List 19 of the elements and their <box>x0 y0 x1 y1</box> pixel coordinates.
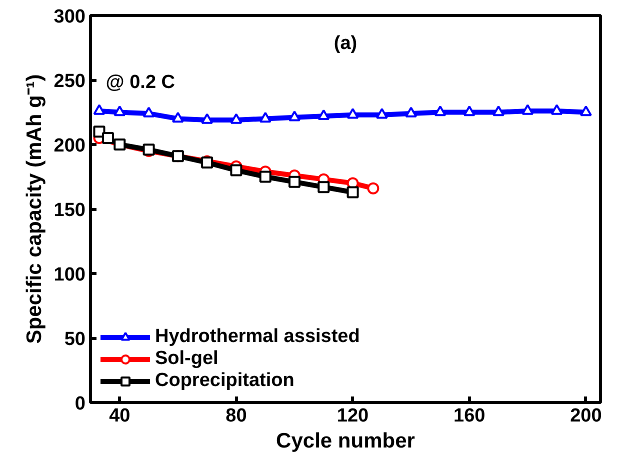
y-tick-label: 300 <box>54 6 86 28</box>
y-tick-label: 50 <box>64 329 86 350</box>
x-tick-label: 40 <box>109 406 130 426</box>
y-axis-title: Specific capacity (mAh g⁻¹) <box>22 74 46 344</box>
x-axis-title: Cycle number <box>276 430 415 452</box>
annotation: @ 0.2 C <box>106 72 176 93</box>
x-tick-label: 200 <box>570 406 602 426</box>
y-tick-label: 150 <box>54 200 86 221</box>
y-tick-label: 200 <box>54 136 86 156</box>
annotation: (a) <box>334 33 358 54</box>
legend-label: Hydrothermal assisted <box>155 326 360 348</box>
x-tick-label: 80 <box>226 406 247 426</box>
y-tick-label: 0 <box>74 394 86 414</box>
legend-label: Sol-gel <box>155 348 218 370</box>
x-tick-label: 120 <box>336 406 369 426</box>
y-tick-label: 250 <box>54 71 86 92</box>
x-tick-label: 160 <box>454 406 486 426</box>
y-tick-label: 100 <box>54 264 86 286</box>
legend-label: Coprecipitation <box>155 370 294 392</box>
